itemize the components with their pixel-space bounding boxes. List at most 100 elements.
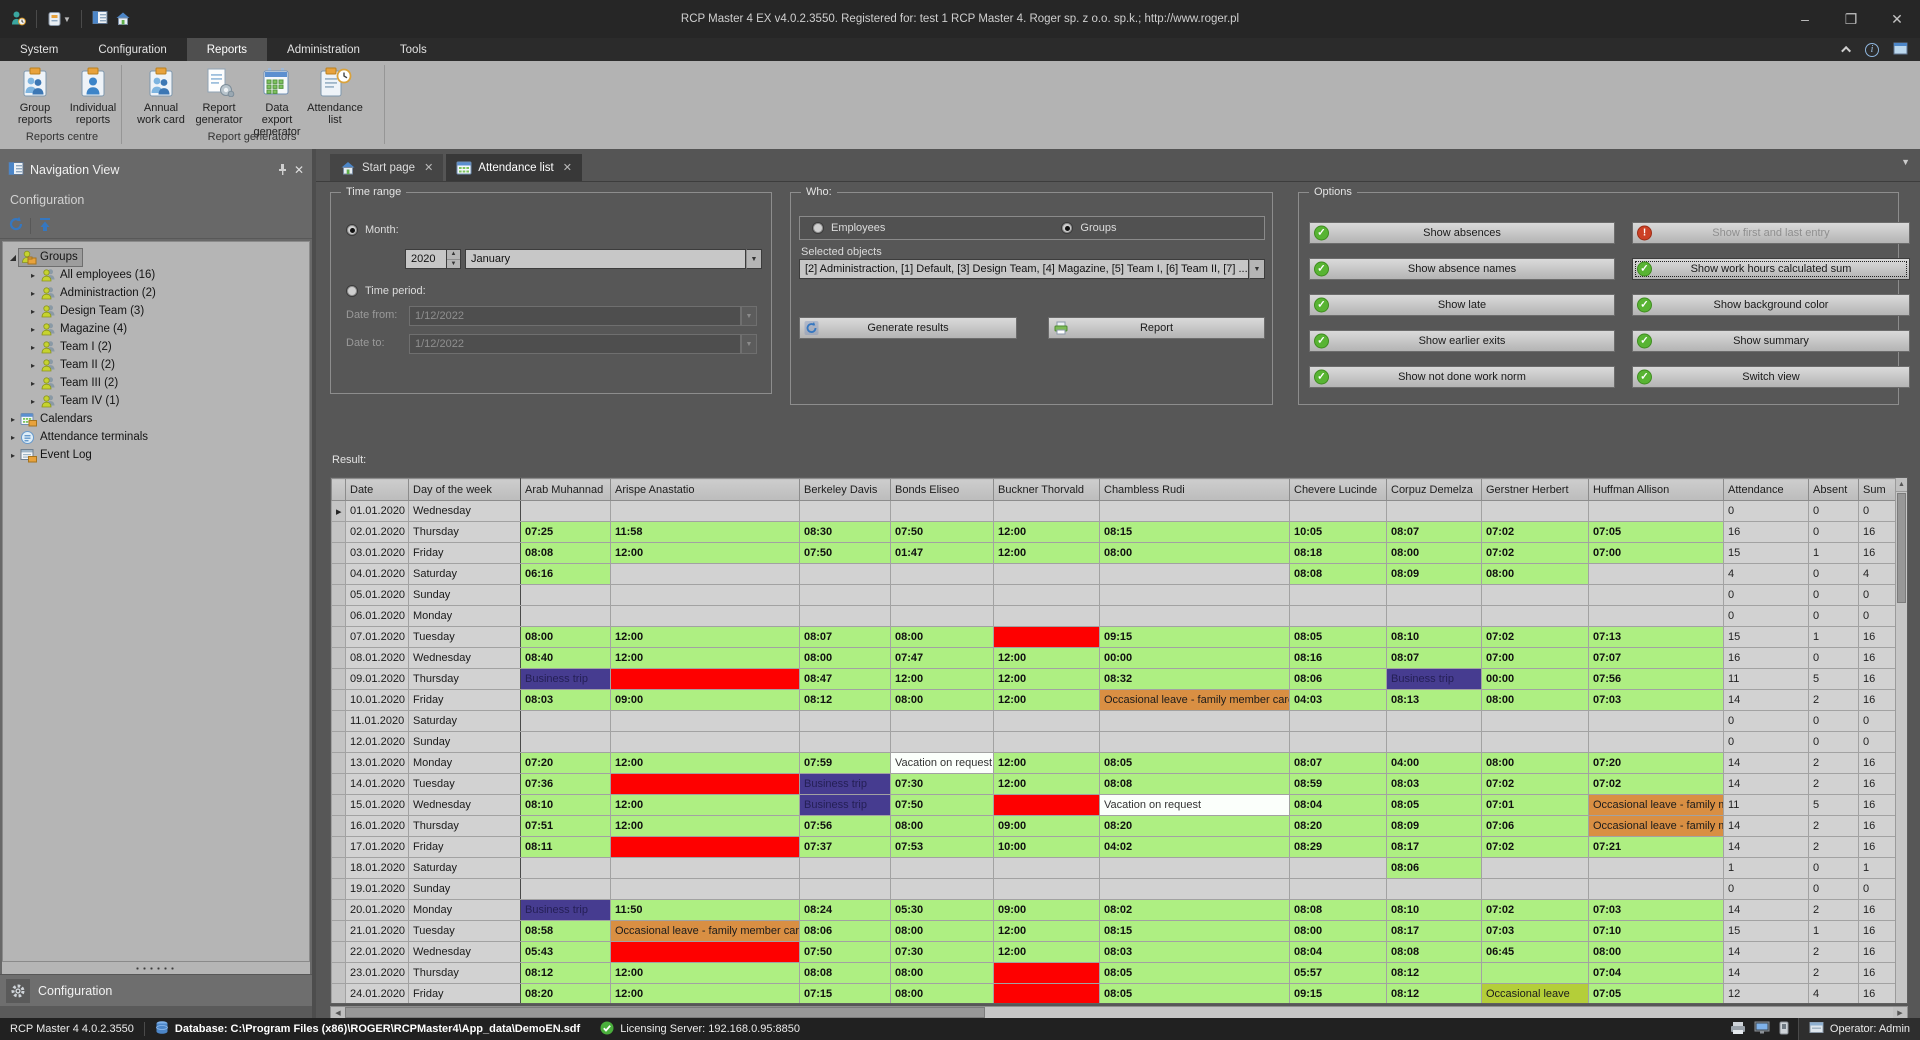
value-cell[interactable]: 08:06 xyxy=(1289,668,1387,690)
value-cell[interactable]: 07:02 xyxy=(1481,899,1589,921)
value-cell[interactable]: 07:50 xyxy=(890,521,994,543)
value-cell[interactable]: 08:07 xyxy=(1289,752,1387,774)
absent-cell[interactable]: 2 xyxy=(1808,941,1859,963)
value-cell[interactable] xyxy=(610,941,800,963)
value-cell[interactable]: 08:09 xyxy=(1386,815,1482,837)
value-cell[interactable]: 08:00 xyxy=(890,920,994,942)
table-row[interactable]: 13.01.2020 Monday 07:20 12:00 07:59 Vacation … xyxy=(331,752,1898,774)
expand-arrow-icon[interactable]: ▸ xyxy=(10,432,15,442)
day-cell[interactable]: Saturday xyxy=(408,563,521,585)
value-cell[interactable] xyxy=(1588,878,1724,900)
day-cell[interactable]: Monday xyxy=(408,899,521,921)
value-cell[interactable]: 08:08 xyxy=(520,542,611,564)
attendance-cell[interactable]: 15 xyxy=(1723,542,1809,564)
value-cell[interactable] xyxy=(610,500,800,522)
value-cell[interactable]: 07:02 xyxy=(1588,773,1724,795)
day-cell[interactable]: Thursday xyxy=(408,962,521,984)
value-cell[interactable]: 08:10 xyxy=(1386,899,1482,921)
navigation-view-icon[interactable] xyxy=(92,10,108,28)
value-cell[interactable]: 08:24 xyxy=(799,899,891,921)
value-cell[interactable]: 12:00 xyxy=(610,647,800,669)
value-cell[interactable]: 07:53 xyxy=(890,836,994,858)
value-cell[interactable] xyxy=(520,878,611,900)
table-row[interactable]: 20.01.2020 Monday Business trip 11:50 08:24 0… xyxy=(331,899,1898,921)
absent-cell[interactable]: 2 xyxy=(1808,836,1859,858)
absent-cell[interactable]: 0 xyxy=(1808,521,1859,543)
column-header-absent[interactable]: Absent xyxy=(1808,478,1859,501)
value-cell[interactable]: 08:47 xyxy=(799,668,891,690)
value-cell[interactable]: 08:00 xyxy=(1481,689,1589,711)
value-cell[interactable]: 08:03 xyxy=(520,689,611,711)
panel-resize-handle[interactable] xyxy=(2,962,310,974)
day-cell[interactable]: Tuesday xyxy=(408,920,521,942)
value-cell[interactable]: 12:00 xyxy=(610,752,800,774)
value-cell[interactable]: 07:59 xyxy=(799,752,891,774)
value-cell[interactable]: 12:00 xyxy=(610,794,800,816)
value-cell[interactable]: 08:03 xyxy=(1386,773,1482,795)
value-cell[interactable]: 00:00 xyxy=(1481,668,1589,690)
table-row[interactable]: 10.01.2020 Friday 08:03 09:00 08:12 08:00 12:0… xyxy=(331,689,1898,711)
scroll-left-icon[interactable]: ◀ xyxy=(331,1007,345,1018)
day-cell[interactable]: Saturday xyxy=(408,857,521,879)
value-cell[interactable]: 07:02 xyxy=(1481,626,1589,648)
value-cell[interactable]: 08:58 xyxy=(520,920,611,942)
value-cell[interactable] xyxy=(1386,605,1482,627)
table-row[interactable]: 04.01.2020 Saturday 06:16 08:08 08:09 08:00 4 0… xyxy=(331,563,1898,585)
show-earlier-exits-button[interactable]: ✓ Show earlier exits xyxy=(1309,330,1615,352)
value-cell[interactable]: 12:00 xyxy=(610,962,800,984)
value-cell[interactable]: 08:07 xyxy=(1386,647,1482,669)
sum-cell[interactable]: 16 xyxy=(1858,941,1898,963)
table-row[interactable]: ▸ 01.01.2020 Wednesday 0 0 0 xyxy=(331,500,1898,522)
value-cell[interactable]: 07:21 xyxy=(1588,836,1724,858)
date-cell[interactable]: 22.01.2020 xyxy=(345,941,409,963)
value-cell[interactable]: 08:05 xyxy=(1386,794,1482,816)
value-cell[interactable] xyxy=(890,584,994,606)
value-cell[interactable]: 12:00 xyxy=(610,626,800,648)
value-cell[interactable]: 08:04 xyxy=(1289,794,1387,816)
value-cell[interactable]: 08:00 xyxy=(1481,563,1589,585)
value-cell[interactable] xyxy=(1386,710,1482,732)
column-header-day-of-the-week[interactable]: Day of the week xyxy=(408,478,521,501)
sum-cell[interactable]: 16 xyxy=(1858,920,1898,942)
scrollbar-thumb[interactable] xyxy=(345,1007,985,1018)
day-cell[interactable]: Friday xyxy=(408,836,521,858)
tab-start-page[interactable]: Start page ✕ xyxy=(330,154,444,181)
close-tab-icon[interactable]: ✕ xyxy=(562,162,572,174)
value-cell[interactable]: 08:00 xyxy=(890,626,994,648)
absent-cell[interactable]: 0 xyxy=(1808,605,1859,627)
value-cell[interactable]: 08:32 xyxy=(1099,668,1290,690)
date-cell[interactable]: 15.01.2020 xyxy=(345,794,409,816)
value-cell[interactable]: 08:04 xyxy=(1289,941,1387,963)
value-cell[interactable]: 08:09 xyxy=(1386,563,1482,585)
value-cell[interactable] xyxy=(1588,857,1724,879)
value-cell[interactable]: 08:08 xyxy=(1386,941,1482,963)
value-cell[interactable] xyxy=(520,710,611,732)
value-cell[interactable] xyxy=(1099,500,1290,522)
value-cell[interactable] xyxy=(1099,605,1290,627)
value-cell[interactable]: 11:50 xyxy=(610,899,800,921)
value-cell[interactable] xyxy=(610,836,800,858)
table-row[interactable]: 08.01.2020 Wednesday 08:40 12:00 08:00 07:47 1… xyxy=(331,647,1898,669)
value-cell[interactable]: 07:30 xyxy=(890,941,994,963)
table-row[interactable]: 23.01.2020 Thursday 08:12 12:00 08:08 08:00 08… xyxy=(331,962,1898,984)
value-cell[interactable]: Business trip xyxy=(799,773,891,795)
value-cell[interactable]: 12:00 xyxy=(993,647,1100,669)
date-cell[interactable]: 23.01.2020 xyxy=(345,962,409,984)
vertical-scrollbar[interactable]: ▲ xyxy=(1895,478,1907,1003)
value-cell[interactable] xyxy=(799,857,891,879)
value-cell[interactable]: 07:02 xyxy=(1481,836,1589,858)
value-cell[interactable] xyxy=(1481,584,1589,606)
table-row[interactable]: 06.01.2020 Monday 0 0 0 xyxy=(331,605,1898,627)
attendance-cell[interactable]: 14 xyxy=(1723,773,1809,795)
value-cell[interactable]: 12:00 xyxy=(993,542,1100,564)
sum-cell[interactable]: 0 xyxy=(1858,605,1898,627)
column-header-chevere-lucinde[interactable]: Chevere Lucinde xyxy=(1289,478,1387,501)
day-cell[interactable]: Sunday xyxy=(408,731,521,753)
attendance-cell[interactable]: 14 xyxy=(1723,752,1809,774)
value-cell[interactable] xyxy=(993,563,1100,585)
expand-arrow-icon[interactable]: ▸ xyxy=(30,342,35,352)
table-row[interactable]: 22.01.2020 Wednesday 05:43 07:50 07:30 12:00 0… xyxy=(331,941,1898,963)
switch-view-button[interactable]: ✓ Switch view xyxy=(1632,366,1910,388)
spin-down-icon[interactable]: ▼ xyxy=(447,259,460,268)
date-cell[interactable]: 02.01.2020 xyxy=(345,521,409,543)
